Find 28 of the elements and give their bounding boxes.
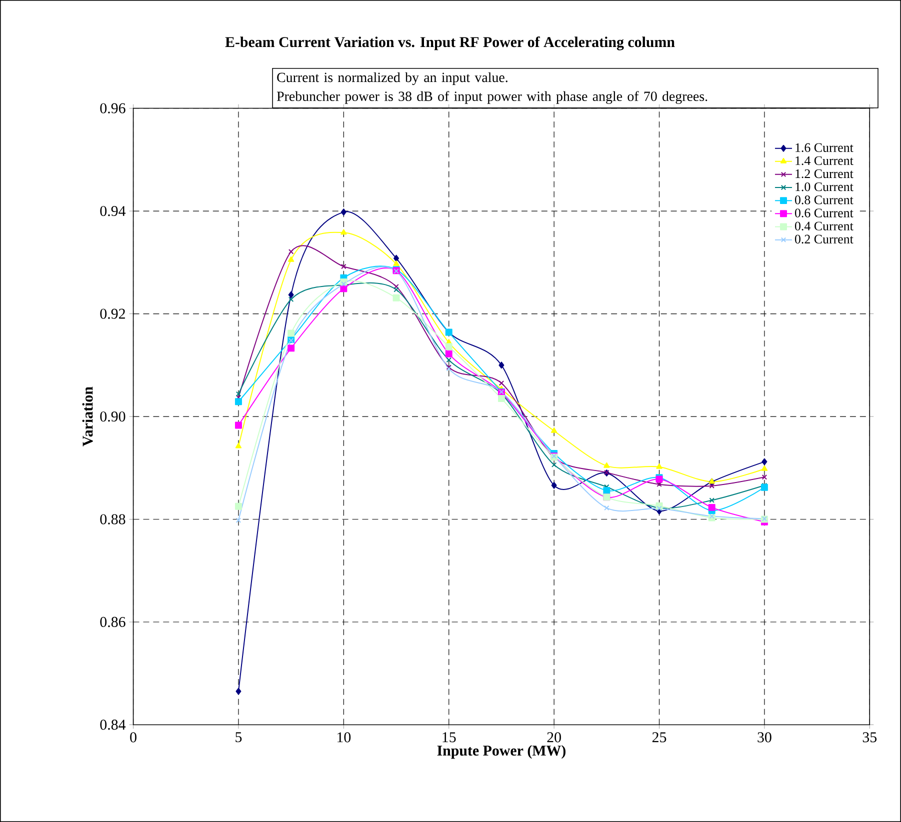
y-tick-label: 0.90 xyxy=(100,411,126,422)
x-tick-label: 5 xyxy=(236,732,242,742)
x-tick-label: 10 xyxy=(338,732,351,742)
y-tick-label: 0.88 xyxy=(100,514,126,524)
legend-label: 0.2 Current xyxy=(794,234,854,244)
legend-label: 0.6 Current xyxy=(794,208,854,218)
text: Current is normalized by an input value. xyxy=(277,72,508,85)
x-axis-title: Inpute Power (MW) xyxy=(437,745,566,759)
legend-label: 0.4 Current xyxy=(794,222,854,230)
x-tick-label: 20 xyxy=(547,732,561,742)
x-tick-label: 0 xyxy=(130,732,136,742)
y-axis-title: Variation xyxy=(82,386,93,446)
legend-label: 1.4 Current xyxy=(796,156,854,166)
y-tick-label: 0.86 xyxy=(100,616,126,628)
chart-title: E-beam Current Variation vs. Input RF Power of Accelerating column xyxy=(225,36,675,50)
legend-label: 0.8 Current xyxy=(794,195,854,204)
legend-label: 1.2 Current xyxy=(796,169,854,178)
x-tick-label: 30 xyxy=(758,732,772,742)
legend-label: 1.6 Current xyxy=(796,143,854,152)
y-tick-label: 0.94 xyxy=(100,206,126,216)
y-tick-label: 0.92 xyxy=(100,308,125,319)
text: Prebuncher power is 38 dB of input power with phase angle of 70 degrees. xyxy=(276,91,708,104)
x-tick-label: 25 xyxy=(652,732,666,742)
y-tick-label: 0.84 xyxy=(100,720,126,730)
x-tick-label: 35 xyxy=(862,732,877,742)
x-tick-label: 15 xyxy=(442,732,456,742)
y-tick-label: 0.96 xyxy=(100,103,126,114)
legend-label: 1.0 Current xyxy=(796,182,854,192)
